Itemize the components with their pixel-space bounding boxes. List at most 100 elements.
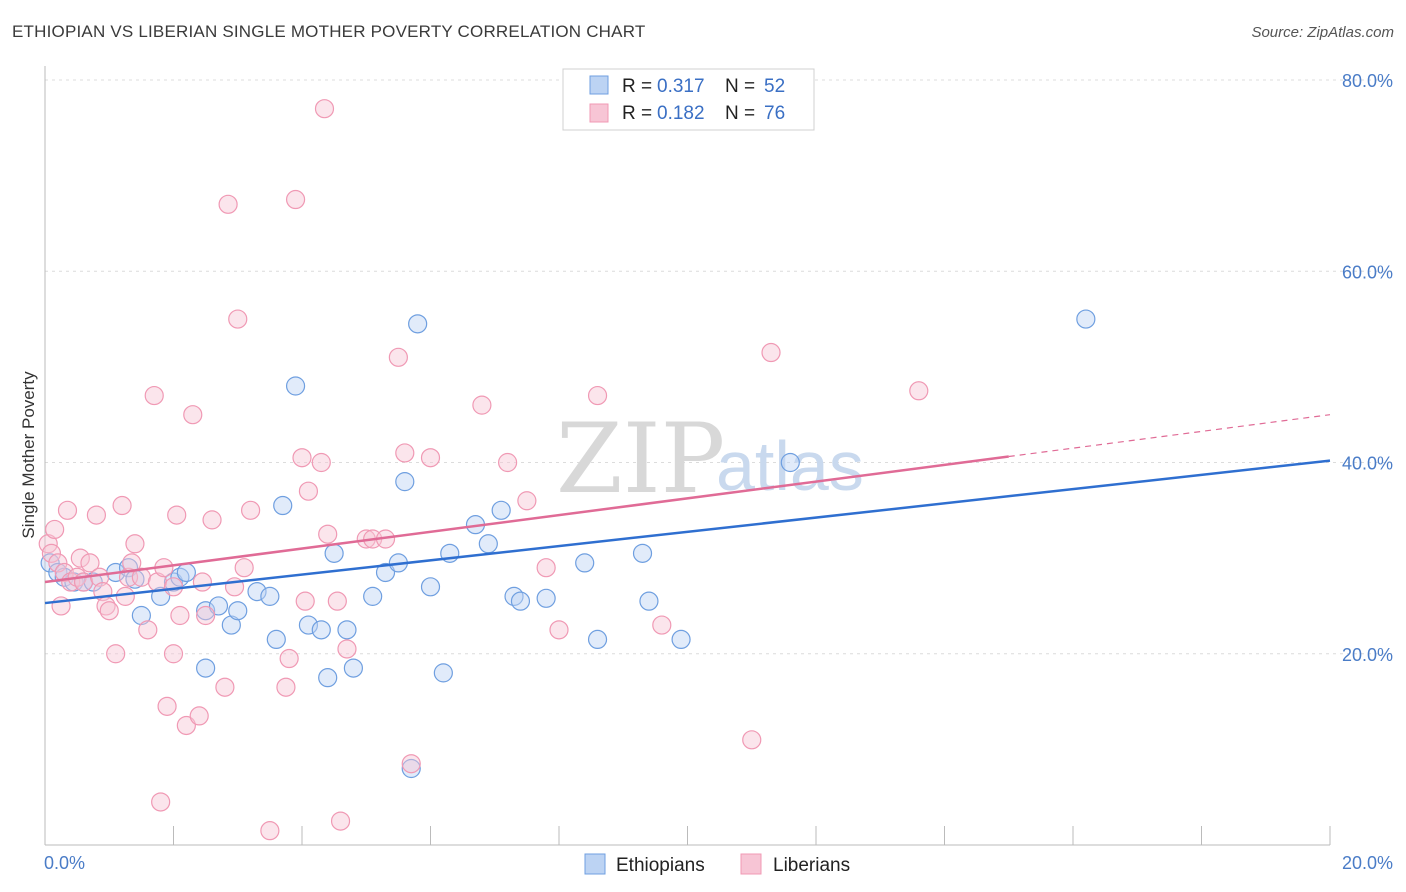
ethiopian-point-22 bbox=[273, 495, 293, 516]
legend-swatch-liberians bbox=[589, 103, 609, 123]
liberian-point-48 bbox=[292, 448, 312, 468]
liberian-point-16 bbox=[112, 495, 132, 516]
bottom-legend-swatch-ethiopians bbox=[584, 853, 606, 875]
ethiopian-point-35 bbox=[408, 314, 428, 334]
liberian-point-63 bbox=[420, 448, 441, 468]
liberian-point-4 bbox=[57, 500, 78, 520]
bottom-legend-swatch-liberians bbox=[740, 853, 762, 875]
liberian-point-9 bbox=[80, 553, 100, 573]
ethiopian-point-48 bbox=[639, 591, 659, 611]
ethiopian-point-16 bbox=[208, 596, 229, 616]
legend-r-label-1: R = bbox=[622, 103, 652, 124]
liberian-point-61 bbox=[395, 443, 415, 463]
legend-r-label-0: R = bbox=[622, 76, 652, 97]
ethiopian-point-47 bbox=[632, 543, 653, 563]
liberian-point-71 bbox=[742, 730, 762, 750]
liberian-point-67 bbox=[536, 558, 556, 578]
ethiopian-point-14 bbox=[196, 658, 216, 678]
liberian-point-51 bbox=[311, 452, 331, 473]
liberian-point-65 bbox=[498, 452, 518, 473]
series-legend: Ethiopians Liberians bbox=[584, 853, 850, 876]
x-tick-label-1: 20.0% bbox=[1342, 853, 1393, 873]
liberian-point-46 bbox=[279, 648, 299, 669]
liberian-point-14 bbox=[99, 601, 119, 621]
ethiopian-point-30 bbox=[363, 586, 383, 606]
liberian-point-39 bbox=[218, 194, 238, 214]
x-tick-label-0: 0.0% bbox=[44, 853, 85, 873]
liberian-point-10 bbox=[86, 505, 107, 525]
liberian-point-64 bbox=[472, 395, 492, 415]
chart-title: ETHIOPIAN VS LIBERIAN SINGLE MOTHER POVE… bbox=[12, 22, 646, 41]
liberian-point-7 bbox=[70, 548, 90, 568]
legend-n-label-1: N = bbox=[725, 103, 755, 124]
ethiopian-point-18 bbox=[228, 601, 248, 621]
legend-r-value-1: 0.182 bbox=[657, 103, 705, 124]
ethiopian-point-28 bbox=[337, 620, 357, 640]
legend-r-value-0: 0.317 bbox=[657, 76, 705, 97]
ethiopian-point-27 bbox=[324, 543, 344, 563]
watermark-zip: ZIP bbox=[556, 403, 725, 515]
liberian-point-34 bbox=[189, 706, 209, 726]
liberian-point-50 bbox=[298, 481, 319, 501]
liberian-point-66 bbox=[517, 491, 537, 511]
ethiopian-point-43 bbox=[510, 591, 531, 611]
liberian-point-3 bbox=[54, 562, 74, 583]
ethiopian-point-15 bbox=[196, 601, 216, 621]
liberian-point-73 bbox=[909, 381, 929, 401]
ethiopian-point-21 bbox=[266, 629, 286, 650]
liberian-point-41 bbox=[228, 309, 248, 329]
liberian-point-45 bbox=[276, 677, 296, 697]
y-tick-label-3: 80.0% bbox=[1342, 71, 1393, 91]
ethiopian-point-51 bbox=[1076, 309, 1096, 329]
liberian-point-36 bbox=[196, 605, 216, 626]
ethiopian-point-37 bbox=[433, 663, 453, 683]
ethiopian-point-36 bbox=[420, 577, 441, 597]
liberian-point-2 bbox=[48, 553, 68, 573]
ethiopian-point-13 bbox=[176, 562, 196, 583]
ethiopian-point-17 bbox=[221, 615, 241, 635]
ethiopian-point-0 bbox=[40, 553, 60, 573]
liberian-point-35 bbox=[192, 572, 213, 592]
liberian-point-43 bbox=[241, 500, 261, 520]
liberian-point-28 bbox=[163, 644, 184, 664]
liberian-trend-line-dashed bbox=[1008, 414, 1331, 458]
y-tick-label-1: 40.0% bbox=[1342, 454, 1393, 474]
y-axis-title: Single Mother Poverty bbox=[19, 371, 38, 539]
ethiopian-point-45 bbox=[575, 553, 595, 573]
ethiopian-point-20 bbox=[260, 586, 280, 606]
stats-legend: R = 0.317 N = 52 R = 0.182 N = 76 bbox=[562, 68, 815, 131]
liberian-point-32 bbox=[176, 715, 196, 736]
liberian-point-74 bbox=[45, 519, 65, 540]
ethiopian-point-40 bbox=[478, 534, 498, 554]
liberian-point-62 bbox=[401, 754, 421, 774]
liberian-point-27 bbox=[157, 696, 177, 716]
liberian-point-42 bbox=[234, 558, 254, 578]
liberian-point-31 bbox=[170, 605, 190, 626]
liberian-point-56 bbox=[337, 639, 357, 659]
tick-labels: 20.0% 40.0% 60.0% 80.0% 0.0% 20.0% bbox=[44, 71, 1393, 873]
trend-lines bbox=[44, 414, 1331, 605]
liberian-point-55 bbox=[330, 811, 351, 831]
liberian-point-23 bbox=[144, 385, 164, 406]
ethiopian-point-50 bbox=[780, 452, 800, 473]
liberian-point-33 bbox=[183, 405, 203, 425]
ethiopian-point-9 bbox=[131, 605, 151, 626]
liberian-point-72 bbox=[761, 342, 781, 363]
liberian-point-69 bbox=[587, 385, 608, 406]
liberian-point-38 bbox=[215, 677, 235, 697]
data-points bbox=[38, 99, 1096, 841]
liberian-point-47 bbox=[285, 189, 306, 210]
ethiopian-point-49 bbox=[671, 629, 691, 650]
liberian-point-49 bbox=[295, 591, 315, 611]
legend-n-value-0: 52 bbox=[764, 76, 785, 97]
ethiopian-point-41 bbox=[491, 500, 511, 520]
ethiopian-point-31 bbox=[375, 562, 396, 583]
legend-swatch-ethiopians bbox=[589, 75, 609, 95]
liberian-point-30 bbox=[167, 505, 187, 525]
ethiopian-point-34 bbox=[401, 758, 421, 779]
liberian-point-15 bbox=[106, 644, 126, 664]
liberian-point-1 bbox=[41, 543, 62, 563]
legend-n-label-0: N = bbox=[725, 76, 755, 97]
ethiopian-trend-line bbox=[44, 459, 1331, 605]
